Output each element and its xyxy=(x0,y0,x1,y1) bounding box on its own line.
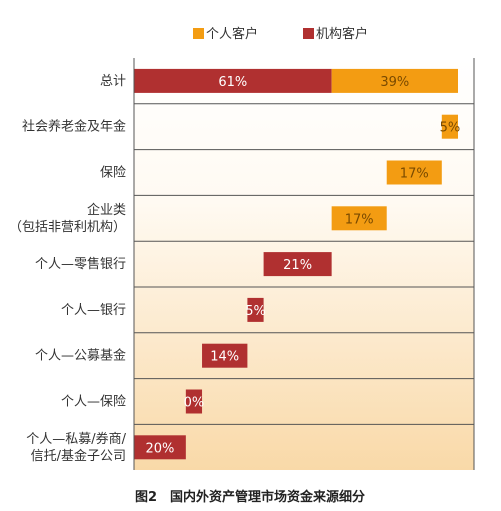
bar-segment xyxy=(134,68,332,93)
bar-value-label: 5% xyxy=(245,304,266,319)
category-label: 社会养老金及年金 xyxy=(22,119,126,135)
category-label: 企业类（包括非营利机构） xyxy=(9,202,126,235)
category-label: 个人—私募/券商/信托/基金子公司 xyxy=(26,431,126,464)
bar-value-label: 17% xyxy=(400,167,429,182)
bar-value-label: 17% xyxy=(345,212,374,227)
bar-value-label: 0% xyxy=(184,396,205,411)
bar-segment xyxy=(441,114,458,139)
bar-segment xyxy=(331,68,458,93)
figure-caption: 图2 国内外资产管理市场资金来源细分 xyxy=(135,489,365,505)
bar-segment xyxy=(331,206,387,231)
bar-segment xyxy=(202,343,248,368)
category-label: 总计 xyxy=(100,74,126,89)
bar-value-label: 39% xyxy=(380,75,409,90)
chart-rows: 总计 61% 39% 社会养老金及年金 5% 保险 17% 企业类（包括非营利机构） 17% 个人… xyxy=(9,68,474,464)
legend-swatch-1 xyxy=(303,28,314,39)
legend-label-1: 机构客户 xyxy=(316,26,368,42)
bar-value-label: 20% xyxy=(145,441,174,456)
category-label: 保险 xyxy=(100,166,126,181)
bar-segment xyxy=(247,297,264,322)
bar-segment xyxy=(134,435,186,460)
bar-value-label: 21% xyxy=(283,258,312,273)
category-label: 个人—公募基金 xyxy=(35,348,126,364)
category-label: 个人—银行 xyxy=(61,303,126,318)
bar-value-label: 14% xyxy=(210,350,239,365)
legend: 个人客户 机构客户 xyxy=(193,26,368,42)
bar-value-label: 61% xyxy=(218,75,247,90)
category-label: 个人—零售银行 xyxy=(35,256,126,272)
bar-segment xyxy=(386,160,442,185)
legend-label-0: 个人客户 xyxy=(206,26,258,42)
bar-segment xyxy=(263,252,332,277)
legend-swatch-0 xyxy=(193,28,204,39)
bar-segment xyxy=(185,389,203,414)
category-label: 个人—保险 xyxy=(61,395,126,410)
bar-value-label: 5% xyxy=(440,121,461,136)
